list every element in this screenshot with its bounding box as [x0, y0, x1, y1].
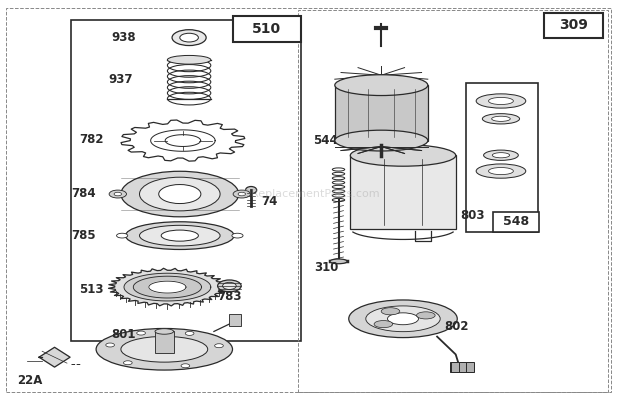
Ellipse shape [155, 329, 174, 334]
Ellipse shape [348, 300, 458, 337]
Polygon shape [149, 281, 186, 293]
Text: 785: 785 [71, 229, 96, 242]
Bar [335, 85, 428, 141]
Ellipse shape [232, 233, 243, 238]
Ellipse shape [366, 306, 440, 332]
Text: 309: 309 [559, 18, 588, 32]
Ellipse shape [109, 190, 126, 198]
Ellipse shape [374, 320, 392, 327]
Ellipse shape [335, 75, 428, 95]
FancyBboxPatch shape [493, 212, 539, 232]
Ellipse shape [185, 331, 194, 335]
Polygon shape [124, 273, 211, 301]
Ellipse shape [417, 312, 435, 319]
Ellipse shape [246, 187, 257, 194]
Bar [71, 20, 301, 341]
Ellipse shape [218, 280, 241, 292]
Ellipse shape [140, 225, 220, 246]
Text: 310: 310 [314, 261, 339, 274]
Text: 784: 784 [71, 187, 96, 200]
Ellipse shape [167, 55, 211, 64]
Text: 22A: 22A [17, 375, 42, 387]
Ellipse shape [161, 230, 198, 241]
Text: 782: 782 [79, 133, 104, 146]
Ellipse shape [106, 343, 115, 347]
FancyBboxPatch shape [544, 13, 603, 38]
Text: 803: 803 [460, 209, 485, 222]
Ellipse shape [96, 329, 232, 370]
Ellipse shape [125, 222, 234, 249]
Text: ©ReplacementParts.com: ©ReplacementParts.com [240, 189, 380, 199]
Ellipse shape [489, 168, 513, 175]
Text: 938: 938 [112, 31, 136, 44]
Text: 802: 802 [445, 320, 469, 333]
Text: 544: 544 [313, 134, 338, 147]
Text: 801: 801 [112, 328, 136, 341]
Ellipse shape [117, 233, 128, 238]
Ellipse shape [140, 177, 220, 211]
Ellipse shape [180, 33, 198, 42]
FancyBboxPatch shape [232, 16, 301, 42]
Polygon shape [133, 276, 202, 298]
Text: 510: 510 [252, 21, 281, 36]
Ellipse shape [223, 282, 236, 289]
Bar [229, 314, 241, 326]
Ellipse shape [123, 361, 132, 365]
Ellipse shape [121, 337, 208, 362]
Ellipse shape [215, 344, 223, 348]
Ellipse shape [476, 164, 526, 178]
Ellipse shape [159, 185, 201, 204]
Ellipse shape [330, 259, 347, 264]
Polygon shape [39, 347, 70, 367]
Ellipse shape [114, 192, 122, 196]
Bar [155, 331, 174, 353]
Ellipse shape [137, 331, 146, 335]
Text: 548: 548 [503, 215, 529, 228]
Ellipse shape [476, 94, 526, 108]
Text: 937: 937 [108, 73, 133, 86]
Ellipse shape [121, 171, 239, 217]
Bar [298, 10, 608, 392]
Ellipse shape [238, 192, 246, 196]
Text: 513: 513 [79, 284, 104, 296]
Bar [450, 362, 474, 372]
Ellipse shape [492, 152, 510, 158]
Text: 783: 783 [217, 290, 242, 303]
Polygon shape [108, 268, 226, 306]
Ellipse shape [350, 145, 456, 166]
Ellipse shape [482, 114, 520, 124]
Bar [350, 156, 456, 229]
Ellipse shape [388, 313, 418, 325]
Bar [466, 83, 538, 232]
Ellipse shape [335, 130, 428, 151]
Ellipse shape [489, 97, 513, 105]
Ellipse shape [484, 150, 518, 160]
Ellipse shape [381, 308, 400, 315]
Text: 74: 74 [262, 195, 278, 208]
Ellipse shape [172, 30, 206, 46]
Ellipse shape [233, 190, 250, 198]
Ellipse shape [181, 364, 190, 368]
Ellipse shape [492, 116, 510, 122]
